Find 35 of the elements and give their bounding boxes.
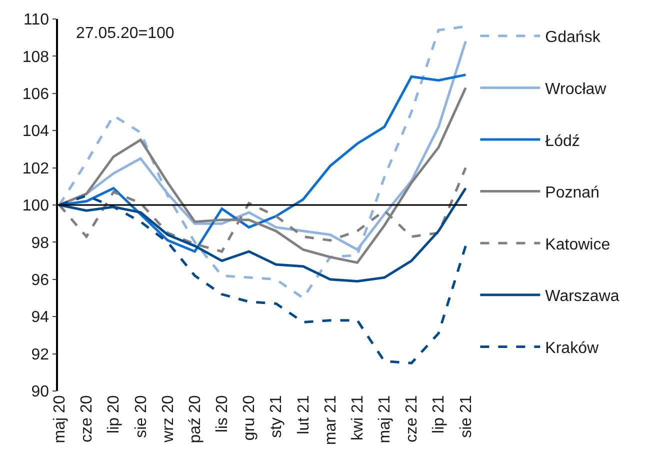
x-tick-label: kwi 21 — [350, 395, 366, 441]
y-tick-label: 92 — [31, 346, 50, 364]
x-tick-label: cze 21 — [404, 395, 421, 442]
legend-label: Kraków — [545, 340, 599, 357]
x-tick-label: lip 21 — [430, 395, 448, 434]
legend-label: Katowice — [545, 236, 610, 254]
x-tick-label: lip 20 — [106, 395, 123, 434]
x-tick-label: sty 21 — [268, 395, 286, 438]
x-tick-label: wrz 20 — [160, 395, 177, 444]
y-tick-label: 90 — [31, 384, 50, 401]
y-tick-label: 108 — [22, 48, 50, 66]
x-tick-label: mar 21 — [322, 395, 340, 445]
y-tick-label: 104 — [22, 123, 50, 140]
y-tick-label: 106 — [22, 86, 50, 103]
x-tick-label: maj 21 — [376, 395, 394, 444]
legend-label: Gdańsk — [545, 29, 602, 46]
x-tick-label: lis 20 — [214, 395, 232, 433]
annotation: 27.05.20=100 — [76, 25, 174, 42]
legend-label: Łódź — [545, 132, 580, 150]
x-tick-label: gru 20 — [241, 395, 258, 441]
x-tick-label: sie 21 — [458, 395, 475, 438]
legend-label: Wrocław — [545, 80, 607, 98]
y-tick-label: 100 — [22, 198, 50, 215]
x-tick-label: cze 20 — [78, 395, 96, 442]
y-tick-label: 110 — [24, 12, 50, 29]
x-tick-label: lut 21 — [295, 395, 312, 434]
x-tick-label: maj 20 — [52, 395, 69, 444]
x-tick-label: sie 20 — [132, 395, 150, 438]
y-tick-label: 98 — [31, 234, 50, 252]
legend-label: Warszawa — [545, 288, 620, 306]
x-tick-label: paź 20 — [186, 395, 204, 444]
y-tick-label: 96 — [31, 272, 50, 289]
legend-label: Poznań — [545, 184, 600, 202]
y-tick-label: 102 — [22, 160, 50, 178]
y-tick-label: 94 — [31, 309, 50, 326]
